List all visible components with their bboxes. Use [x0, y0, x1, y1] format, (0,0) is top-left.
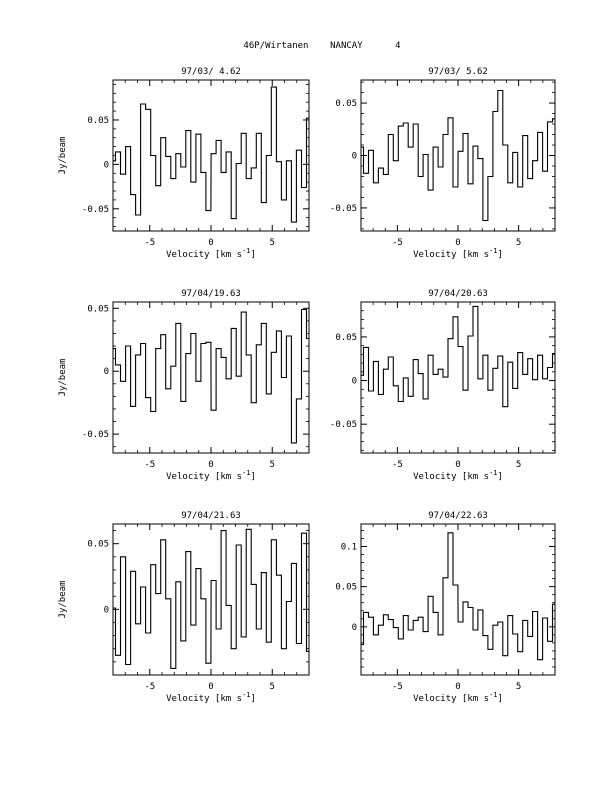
x-tick-label: 5: [270, 238, 275, 248]
y-tick-label: 0: [352, 623, 357, 633]
y-tick-label: 0: [352, 152, 357, 162]
x-tick-label: -5: [144, 682, 155, 692]
x-tick-label: 5: [270, 682, 275, 692]
x-tick-label: 0: [208, 238, 213, 248]
spectrum-panel: 97/03/ 5.62 -5 0 5 -0.05 0 0.05 Velocity [km s-…: [330, 67, 556, 260]
y-tick-label: -0.05: [82, 430, 109, 440]
x-axis-label: Velocity [km s-1]: [166, 469, 256, 482]
x-axis-label: Velocity [km s-1]: [413, 691, 503, 704]
x-tick-label: 0: [208, 682, 213, 692]
x-tick-label: 0: [208, 460, 213, 470]
y-tick-label: 0.05: [87, 304, 109, 314]
spectrum-panel: 97/04/20.63 -5 0 5 -0.05 0 0.05 Velocity [km s-…: [330, 289, 556, 482]
spectrum-line: [361, 305, 555, 408]
x-tick-label: 5: [516, 238, 521, 248]
x-axis-label-exponent: -1: [489, 469, 497, 477]
y-tick-label: -0.05: [82, 205, 109, 215]
x-axis-label-close: ]: [250, 472, 255, 482]
spectrum-line: [361, 532, 555, 661]
y-tick-label: 0.05: [335, 583, 357, 593]
x-axis-label-close: ]: [250, 250, 255, 260]
y-tick-label: 0: [104, 367, 109, 377]
panel-title: 97/04/19.63: [181, 289, 241, 299]
x-tick-label: 5: [270, 460, 275, 470]
page-header: 46P/Wirtanen NANCAY 4: [243, 41, 400, 51]
spectrum-panel: 97/04/22.63 -5 0 5 0 0.05 0.1 Velocity [km s-1]: [335, 511, 556, 704]
y-tick-label: -0.05: [330, 420, 357, 430]
x-axis-label-close: ]: [497, 694, 502, 704]
y-tick-label: 0: [104, 160, 109, 170]
spectrum-line: [361, 89, 555, 222]
x-axis-label-exponent: -1: [489, 691, 497, 699]
x-tick-label: -5: [392, 238, 403, 248]
x-tick-label: 0: [455, 238, 460, 248]
y-tick-label: 0.05: [335, 99, 357, 109]
x-axis-label-main: Velocity [km s: [413, 250, 489, 260]
x-axis-label-exponent: -1: [242, 469, 250, 477]
panel-title: 97/03/ 4.62: [181, 67, 241, 77]
spectrum-line: [113, 308, 309, 444]
spectrum-panel: 97/03/ 4.62 -5 0 5 -0.05 0 0.05 Velocity [km s-…: [58, 67, 310, 260]
x-axis-label-main: Velocity [km s: [413, 472, 489, 482]
x-axis-label-main: Velocity [km s: [166, 694, 242, 704]
x-tick-label: -5: [392, 460, 403, 470]
y-tick-label: 0: [104, 605, 109, 615]
y-axis-label: Jy/beam: [58, 581, 68, 619]
x-tick-label: 0: [455, 682, 460, 692]
y-tick-label: 0.05: [87, 540, 109, 550]
y-tick-label: 0.05: [87, 116, 109, 126]
x-tick-label: -5: [144, 238, 155, 248]
x-axis-label-main: Velocity [km s: [413, 694, 489, 704]
x-axis-label: Velocity [km s-1]: [166, 691, 256, 704]
x-tick-label: 5: [516, 682, 521, 692]
y-tick-label: 0.05: [335, 333, 357, 343]
x-axis-label: Velocity [km s-1]: [413, 247, 503, 260]
x-axis-label-main: Velocity [km s: [166, 250, 242, 260]
x-axis-label-close: ]: [250, 694, 255, 704]
panel-title: 97/04/21.63: [181, 511, 241, 521]
y-tick-label: -0.05: [330, 204, 357, 214]
x-tick-label: -5: [392, 682, 403, 692]
x-axis-label-exponent: -1: [242, 691, 250, 699]
y-tick-label: 0.1: [341, 542, 357, 552]
y-tick-label: 0: [352, 377, 357, 387]
x-axis-label-exponent: -1: [242, 247, 250, 255]
x-tick-label: 5: [516, 460, 521, 470]
panel-title: 97/04/22.63: [428, 511, 488, 521]
x-tick-label: -5: [144, 460, 155, 470]
spectrum-line: [113, 528, 309, 669]
x-axis-label: Velocity [km s-1]: [166, 247, 256, 260]
panel-title: 97/04/20.63: [428, 289, 488, 299]
panel-title: 97/03/ 5.62: [428, 67, 488, 77]
x-axis-label-main: Velocity [km s: [166, 472, 242, 482]
x-axis-label-exponent: -1: [489, 247, 497, 255]
y-axis-label: Jy/beam: [58, 137, 68, 175]
x-axis-label-close: ]: [497, 250, 502, 260]
x-axis-label: Velocity [km s-1]: [413, 469, 503, 482]
y-axis-label: Jy/beam: [58, 359, 68, 397]
spectrum-panel: 97/04/21.63 -5 0 5 0 0.05 Velocity [km s-1] Jy/…: [58, 511, 310, 704]
spectrum-panel: 97/04/19.63 -5 0 5 -0.05 0 0.05 Velocity [km s-…: [58, 289, 310, 482]
spectrum-line: [113, 86, 309, 223]
x-axis-label-close: ]: [497, 472, 502, 482]
x-tick-label: 0: [455, 460, 460, 470]
